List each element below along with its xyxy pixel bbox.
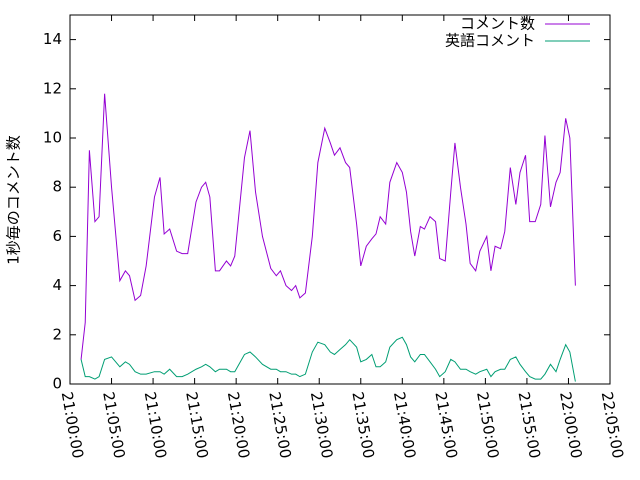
series-line <box>80 93 576 360</box>
x-tick-label: 21:15:00 <box>182 390 211 459</box>
y-tick-label: 8 <box>52 178 62 196</box>
y-tick-label: 0 <box>52 375 62 393</box>
x-tick-label: 21:55:00 <box>515 390 544 459</box>
x-tick-label: 21:30:00 <box>307 390 336 459</box>
x-tick-label: 21:45:00 <box>431 390 460 459</box>
y-tick-label: 12 <box>43 79 62 97</box>
x-tick-label: 21:10:00 <box>141 390 170 459</box>
plot-frame <box>69 14 611 385</box>
x-tick-label: 22:00:00 <box>556 390 585 459</box>
legend-label: 英語コメント <box>445 32 535 50</box>
y-axis-label: 1秒毎のコメント数 <box>5 135 23 265</box>
series-line <box>80 336 576 382</box>
y-tick-label: 14 <box>43 30 62 48</box>
legend-label: コメント数 <box>460 15 535 33</box>
x-tick-label: 21:25:00 <box>265 390 294 459</box>
x-tick-label: 21:50:00 <box>473 390 502 459</box>
x-tick-label: 22:05:00 <box>598 390 627 459</box>
x-tick-label: 21:00:00 <box>58 390 87 459</box>
y-tick-label: 4 <box>52 276 62 294</box>
x-tick-label: 21:35:00 <box>348 390 377 459</box>
x-tick-label: 21:05:00 <box>99 390 128 459</box>
y-tick-label: 2 <box>52 325 62 343</box>
x-tick-label: 21:20:00 <box>224 390 253 459</box>
y-tick-label: 6 <box>52 227 62 245</box>
y-tick-label: 10 <box>43 129 62 147</box>
x-tick-label: 21:40:00 <box>390 390 419 459</box>
